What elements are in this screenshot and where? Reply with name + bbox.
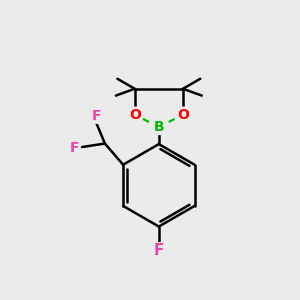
- Text: F: F: [70, 141, 80, 154]
- Text: F: F: [154, 243, 164, 258]
- Text: B: B: [154, 120, 164, 134]
- Text: O: O: [129, 108, 141, 122]
- Text: O: O: [177, 108, 189, 122]
- Text: F: F: [91, 109, 101, 123]
